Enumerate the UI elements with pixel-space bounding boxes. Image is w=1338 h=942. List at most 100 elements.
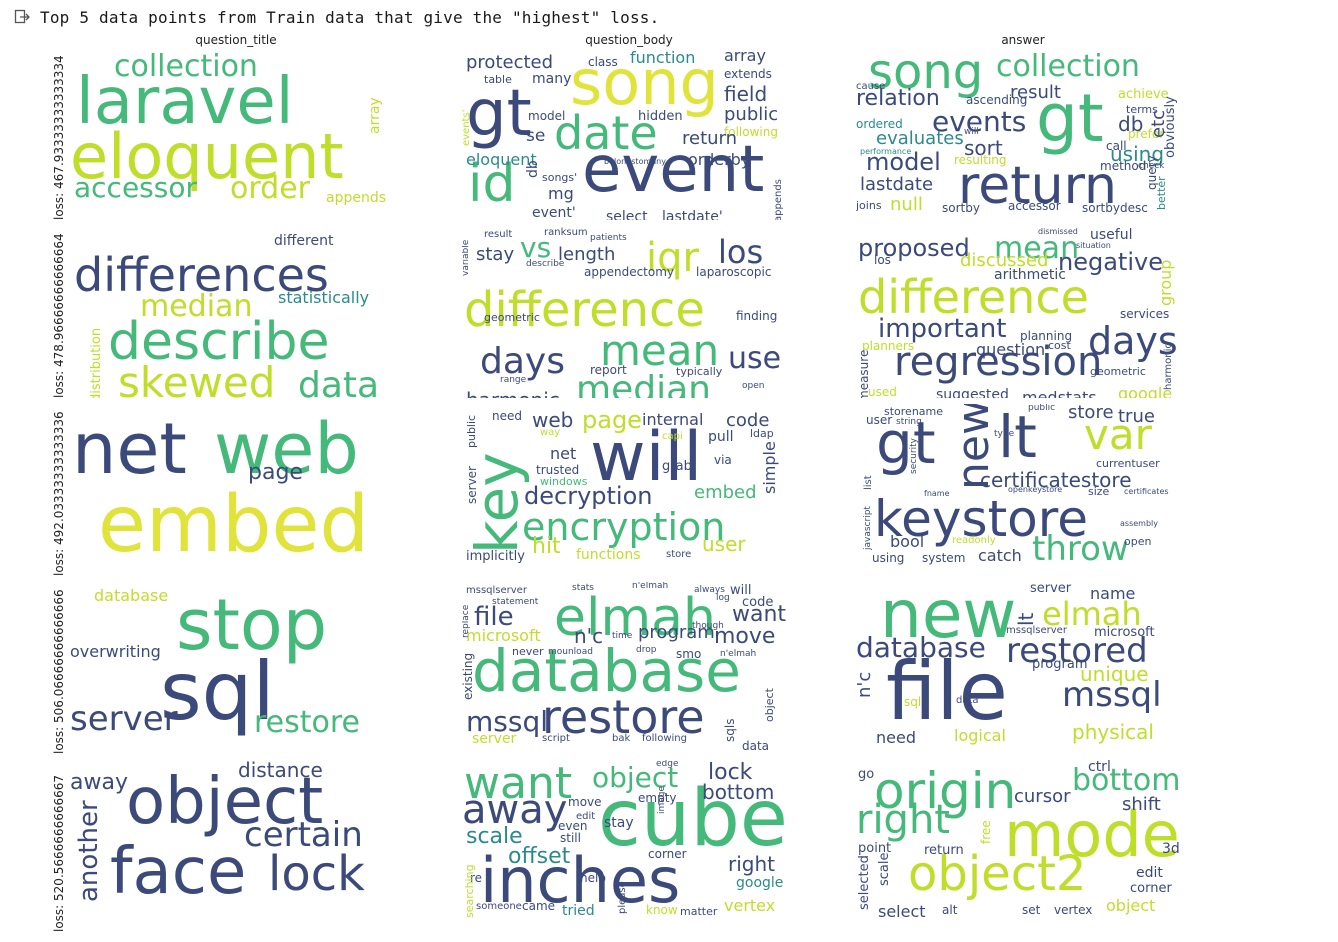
wordcloud-question-title: net web embed page [68,404,404,576]
cloud-word: hidden [638,109,683,124]
row-loss-label: loss: 492.03333333333336 [52,411,66,576]
cloud-word: alt [942,903,958,917]
cloud-word: order [230,171,310,206]
cloud-word: situation [1076,241,1111,250]
cloud-word: mean [600,326,720,375]
cloud-word: prefer [1128,127,1165,141]
cloud-word: bak [612,733,631,744]
row-loss-label: loss: 467.93333333333334 [52,55,66,220]
cloud-word: stats [572,583,594,593]
cloud-word: accessor [74,171,197,204]
cloud-word: someone [476,901,522,912]
cloud-word: planners [862,339,915,353]
cloud-word: los [718,233,764,271]
cloud-word: server [1030,582,1072,596]
cloud-word: sqls [723,718,737,742]
cloud-word: eloquent [70,120,344,193]
cloud-word: file [886,645,1008,738]
cloud-word: away [70,770,128,795]
cloud-word: page [582,406,642,434]
cloud-word: please [617,881,628,914]
cloud-word: open [742,381,765,391]
cloud-word: typically [676,365,723,378]
cloud-word: array [724,48,766,65]
cloud-word: selected [857,855,872,910]
cloud-word: distance [238,760,323,782]
cloud-word: net [550,444,577,463]
cloud-word: data [956,695,979,706]
cloud-word: sql [160,645,275,738]
cloud-word: method [1100,159,1147,173]
cloud-word: gt [876,409,936,477]
cloud-word: encryption [522,505,726,549]
cloud-word: time [612,631,633,641]
cloud-word: certificatestore [980,468,1132,492]
cloud-word: replace [462,604,471,638]
cloud-word: harmonic [466,390,560,398]
cloud-word: sortby [942,201,980,215]
cloud-word: iqr [646,235,699,281]
cloud-word: right [728,852,775,876]
cloud-word: lock [708,760,753,785]
cloud-word: call [1106,139,1127,153]
cloud-word: object [1106,896,1156,915]
cloud-word: object [592,761,679,794]
cloud-word: web [214,408,359,490]
cloud-word: date [554,106,658,160]
cloud-word: go [858,767,875,782]
cloud-word: select [878,902,926,921]
cloud-word: geometric [484,311,540,324]
cloud-word: data [298,365,380,399]
cloud-word: right [856,797,950,843]
wordcloud-question-title: object face lock certain distance away another [68,760,404,932]
cloud-word: set [1022,903,1041,917]
cloud-word: appends [326,190,387,206]
cloud-word: vs [520,231,552,264]
cloud-word: embed [694,482,757,503]
cloud-word: another [74,800,104,902]
cloud-word: stay [604,815,634,831]
cloud-word: collection [114,49,258,84]
cloud-word: songs' [542,171,578,184]
cloud-word: id [468,154,516,214]
cloud-word: group [1156,259,1175,306]
cloud-word: median [576,369,711,399]
cloud-word: following [642,733,687,744]
cloud-word: using [1110,142,1165,166]
cloud-word: bottom [1072,763,1181,798]
cloud-word: object [763,688,776,722]
cloud-word: microsoft [1094,625,1155,640]
cloud-word: new [948,404,999,490]
cloud-word: lt [1014,612,1038,626]
cloud-word: store [1068,404,1114,423]
cloud-word: edit [576,811,596,822]
cloud-word: want [464,760,573,809]
cloud-word: program [1032,657,1088,672]
cloud-word: gt [1036,80,1104,157]
cloud-word: new [880,582,1017,653]
cloud-word: db [525,160,541,178]
cloud-word: describe [526,259,565,269]
cloud-word: joins [856,199,882,212]
cloud-word: re [470,871,483,885]
output-redirect-icon[interactable] [14,6,40,28]
cloud-word: fname [924,489,950,498]
cloud-word: vertex [1054,903,1093,917]
cloud-word: skewed [118,358,276,399]
cloud-word: smo [676,647,702,661]
cloud-word: laparoscopic [696,265,772,279]
cloud-word: return [924,843,964,858]
cloud-word: difference [858,270,1089,324]
cloud-word: appends [773,179,784,220]
cloud-word: shift [1122,794,1161,815]
output-line: Top 5 data points from Train data that g… [14,6,659,28]
cloud-word: regression [894,339,1103,385]
cloud-word: following [724,125,778,139]
cloud-word: public [1028,404,1056,413]
cloud-word: elmah [554,588,716,648]
cloud-word: internal [642,410,704,429]
cloud-word: var [1084,410,1152,459]
wordcloud-answer: song collection gt return relation result asce… [856,48,1192,220]
cloud-word: public [724,104,779,125]
wordcloud-question-title: stop sql server restore database overwriting [68,582,404,754]
